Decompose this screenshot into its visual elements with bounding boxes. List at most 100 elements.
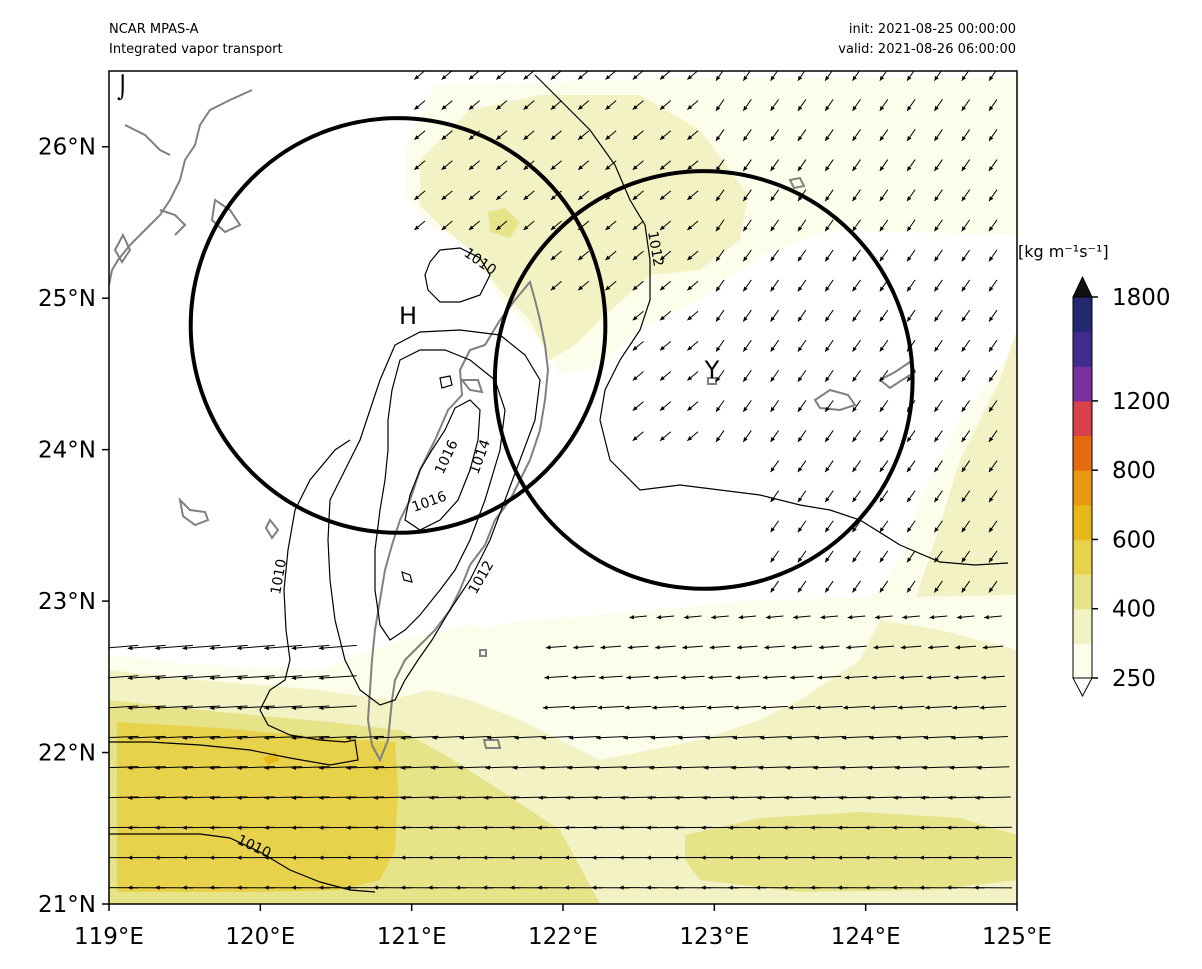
- ivt-arrowhead: [865, 795, 871, 800]
- ivt-arrowhead: [523, 105, 529, 110]
- ivt-arrowhead: [346, 855, 351, 860]
- ivt-arrowhead: [414, 74, 420, 80]
- ivt-arrowhead: [934, 376, 939, 382]
- ivt-arrow: [514, 736, 544, 739]
- ivt-arrowhead: [468, 105, 474, 110]
- ivt-arrowhead: [209, 795, 215, 800]
- ivt-arrowhead: [236, 855, 242, 860]
- ivt-arrowhead: [346, 885, 351, 890]
- ivt-arrowhead: [620, 795, 625, 800]
- ivt-arrowhead: [632, 285, 638, 291]
- ivt-arrowhead: [264, 735, 269, 741]
- ivt-arrowhead: [934, 286, 939, 292]
- ivt-arrowhead: [961, 497, 967, 503]
- ivt-arrowhead: [127, 855, 133, 860]
- ivt-arrowhead: [907, 135, 912, 141]
- ivt-arrowhead: [632, 406, 638, 411]
- ivt-arrowhead: [496, 135, 502, 140]
- ivt-arrowhead: [701, 855, 706, 860]
- ivt-arrowhead: [907, 196, 912, 202]
- ivt-arrowhead: [629, 615, 634, 620]
- ivt-arrowhead: [660, 285, 665, 291]
- ivt-arrowhead: [496, 165, 502, 170]
- ivt-arrowhead: [871, 675, 877, 680]
- ivt-arrowhead: [852, 346, 857, 352]
- ivt-arrowhead: [934, 406, 939, 412]
- ivt-arrowhead: [852, 316, 857, 322]
- ivt-arrowhead: [770, 166, 775, 172]
- ivt-arrowhead: [605, 225, 611, 230]
- ivt-arrowhead: [687, 135, 693, 140]
- ivt-arrowhead: [756, 795, 762, 800]
- ivt-arrowhead: [653, 675, 659, 680]
- ivt-arrowhead: [797, 436, 803, 442]
- ivt-arrowhead: [907, 436, 912, 442]
- ivt-arrowhead: [770, 527, 775, 533]
- ivt-arrowhead: [646, 855, 651, 860]
- ivt-arrow: [867, 766, 901, 769]
- contour-label: 1012: [644, 230, 666, 268]
- ivt-arrowhead: [455, 825, 460, 830]
- ivt-arrowhead: [711, 615, 716, 620]
- ivt-arrowhead: [818, 645, 824, 650]
- ivt-arrowhead: [974, 885, 979, 890]
- ivt-arrowhead: [825, 316, 830, 322]
- ivt-arrowhead: [852, 196, 857, 202]
- ivt-arrowhead: [318, 645, 324, 651]
- ivt-arrowhead: [591, 885, 597, 890]
- ivt-shading: [109, 78, 1017, 904]
- colorbar-segment: [1073, 504, 1092, 540]
- ivt-arrowhead: [852, 166, 857, 172]
- ivt-arrowhead: [676, 765, 681, 770]
- ivt-arrowhead: [414, 105, 420, 110]
- ivt-arrowhead: [743, 256, 748, 262]
- ivt-arrowhead: [950, 735, 956, 740]
- ivt-arrowhead: [988, 226, 994, 232]
- ivt-arrowhead: [346, 765, 351, 770]
- ivt-arrowhead: [732, 735, 738, 740]
- ivt-arrowhead: [907, 286, 912, 292]
- ivt-arrowhead: [182, 885, 187, 890]
- ivt-arrowhead: [955, 645, 961, 650]
- ivt-arrowhead: [655, 645, 660, 650]
- ivt-arrowhead: [961, 406, 967, 412]
- colorbar: [kg m⁻¹s⁻¹] 250 400 600 800 1200 1800: [1018, 242, 1171, 698]
- ivt-arrowhead: [988, 316, 994, 322]
- ivt-arrowhead: [934, 497, 939, 503]
- ivt-arrowhead: [482, 885, 488, 890]
- ivt-arrow: [975, 796, 1011, 799]
- colorbar-tick-label: 250: [1112, 666, 1156, 692]
- ivt-arrowhead: [591, 855, 597, 860]
- ivt-arrow: [595, 736, 626, 739]
- y-axis: 21°N 22°N 23°N 24°N 25°N 26°N: [38, 135, 109, 918]
- ivt-arrowhead: [523, 165, 529, 170]
- ivt-arrowhead: [182, 765, 187, 770]
- ivt-arrow: [318, 644, 357, 649]
- ivt-arrowhead: [852, 587, 857, 593]
- ivt-arrowhead: [733, 705, 739, 710]
- ivt-arrowhead: [511, 795, 516, 800]
- ivt-arrowhead: [923, 735, 929, 740]
- ivt-arrowhead: [550, 165, 556, 170]
- header-init: init: 2021-08-25 00:00:00: [849, 22, 1016, 37]
- ivt-arrowhead: [811, 795, 816, 800]
- ivt-arrowhead: [715, 75, 721, 81]
- ivt-arrowhead: [770, 406, 775, 412]
- ivt-arrowhead: [600, 645, 606, 650]
- ivt-arrowhead: [929, 615, 935, 620]
- ivt-arrowhead: [155, 705, 160, 711]
- ivt-arrowhead: [182, 675, 187, 681]
- ivt-arrowhead: [892, 855, 897, 860]
- ivt-arrowhead: [743, 226, 748, 232]
- ivt-arrowhead: [429, 795, 434, 800]
- ivt-arrowhead: [432, 735, 437, 740]
- ivt-arrowhead: [652, 705, 657, 710]
- ivt-arrowhead: [825, 587, 830, 593]
- ivt-arrow: [432, 736, 462, 739]
- pressure-contours: [109, 74, 1009, 893]
- ivt-arrowhead: [632, 436, 638, 441]
- ivt-arrowhead: [485, 765, 490, 770]
- ivt-arrowhead: [209, 735, 215, 741]
- x-tick-label: 120°E: [225, 924, 295, 950]
